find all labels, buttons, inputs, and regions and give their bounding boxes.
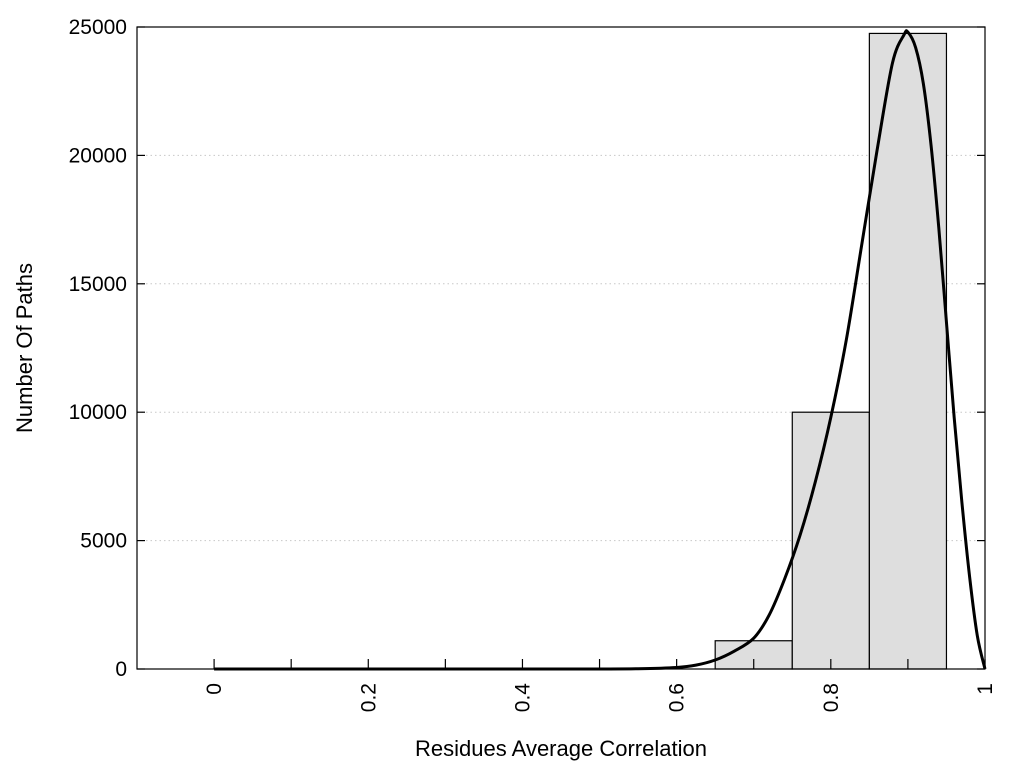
plot-frame [136,26,986,670]
y-tick-label: 15000 [69,273,127,296]
x-tick-label: 0 [203,683,226,695]
x-tick-label: 0.8 [820,683,843,712]
x-axis-label: Residues Average Correlation [415,736,707,761]
y-tick-label: 5000 [80,530,127,553]
y-axis-label: Number Of Paths [12,263,37,433]
histogram-bar [791,411,870,670]
x-tick-label: 0.2 [357,683,380,712]
y-tick-label: 25000 [69,16,127,39]
x-tick-label: 0.6 [666,683,689,712]
histogram-bars [714,32,948,670]
y-tick-label: 0 [115,658,127,681]
y-tick-label: 20000 [69,144,127,167]
y-tick-label: 10000 [69,401,127,424]
x-tick-label: 1 [974,683,997,695]
x-tick-label: 0.4 [511,683,534,713]
axis-ticks: 0 5000 10000 15000 20000 25000 0 0.2 0.4 0.6 0.8 1 [69,16,997,712]
